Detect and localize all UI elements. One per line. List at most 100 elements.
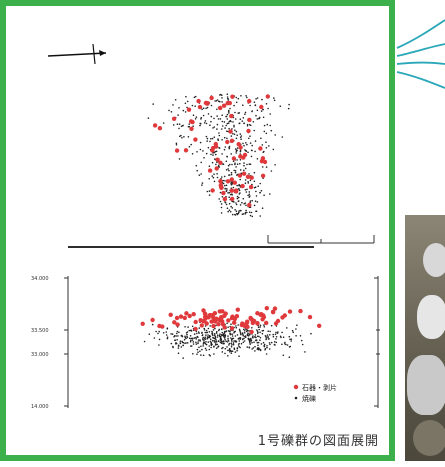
section-burnt-stone-point — [269, 330, 271, 333]
section-stone-tool-point — [222, 313, 227, 318]
section-burnt-stone-point — [235, 326, 238, 329]
section-burnt-stone-point — [291, 329, 294, 332]
section-burnt-stone-point — [205, 349, 208, 351]
plan-stone-tool-point — [197, 104, 203, 110]
plan-stone-tool-point — [249, 175, 254, 180]
plan-burnt-stone-point — [248, 163, 251, 165]
plan-burnt-stone-point — [246, 188, 248, 191]
section-burnt-stone-point — [236, 349, 238, 352]
plan-burnt-stone-point — [168, 109, 170, 112]
section-burnt-stone-point — [177, 335, 179, 337]
section-burnt-stone-point — [182, 357, 184, 359]
plan-burnt-stone-point — [227, 192, 229, 194]
plan-burnt-stone-point — [244, 179, 247, 181]
plan-burnt-stone-point — [239, 149, 242, 152]
plan-stone-tool-point — [225, 139, 230, 145]
section-burnt-stone-point — [240, 333, 242, 336]
section-burnt-stone-point — [162, 332, 165, 334]
plan-burnt-stone-point — [241, 120, 244, 122]
plan-burnt-stone-point — [230, 153, 232, 155]
plan-burnt-stone-point — [243, 164, 245, 167]
elevation-axis-right — [374, 276, 380, 408]
plan-stone-tool-point — [228, 129, 233, 134]
section-stone-tool-point — [174, 315, 180, 321]
section-stone-tool-point — [232, 320, 237, 325]
plan-burnt-stone-point — [186, 100, 189, 103]
plan-stone-tool-point — [232, 180, 237, 185]
plan-burnt-stone-point — [236, 134, 238, 136]
plan-burnt-stone-point — [233, 201, 235, 203]
plan-burnt-stone-point — [210, 115, 213, 118]
section-burnt-stone-point — [220, 340, 223, 342]
section-burnt-stone-point — [243, 331, 246, 334]
legend-label-burnt-stones: 焼礫 — [302, 394, 316, 403]
plan-burnt-stone-point — [248, 137, 250, 140]
plan-stone-tool-point — [222, 196, 228, 202]
plan-stone-tool-point — [240, 183, 245, 189]
section-burnt-stone-point — [182, 344, 184, 347]
plan-burnt-stone-point — [225, 160, 228, 163]
section-burnt-stone-point — [260, 343, 263, 345]
section-burnt-stone-point — [179, 340, 182, 343]
section-stone-tool-point — [226, 318, 231, 323]
section-burnt-stone-point — [214, 341, 217, 343]
plan-burnt-stone-point — [226, 93, 229, 95]
plan-stone-tool-point — [218, 105, 223, 111]
section-burnt-stone-point — [213, 333, 216, 335]
plan-burnt-stone-point — [231, 163, 233, 166]
section-burnt-stone-point — [190, 345, 192, 347]
plan-burnt-stone-point — [192, 114, 195, 116]
section-burnt-stone-point — [202, 343, 205, 345]
section-burnt-stone-point — [263, 344, 266, 347]
plan-burnt-stone-point — [246, 211, 248, 214]
plan-burnt-stone-point — [267, 107, 269, 110]
section-burnt-stone-point — [267, 338, 270, 340]
plan-burnt-stone-point — [224, 184, 226, 187]
section-burnt-stone-point — [249, 343, 251, 345]
section-burnt-stone-point — [224, 347, 227, 350]
plan-burnt-stone-point — [260, 189, 263, 192]
section-stone-tool-point — [298, 308, 303, 314]
plan-burnt-stone-point — [235, 101, 238, 104]
section-burnt-stone-point — [257, 326, 260, 329]
section-burnt-stone-point — [229, 351, 231, 353]
plan-burnt-stone-point — [191, 153, 194, 155]
plan-burnt-stone-point — [210, 104, 213, 107]
section-burnt-stone-point — [181, 335, 184, 338]
plan-burnt-stone-point — [253, 204, 256, 207]
plan-burnt-stone-point — [255, 195, 258, 197]
section-burnt-stone-point — [236, 334, 239, 336]
plan-stone-tool-point — [230, 196, 235, 202]
section-burnt-stone-point — [220, 334, 223, 336]
section-burnt-stone-point — [288, 346, 291, 348]
plan-burnt-stone-point — [233, 169, 235, 172]
plan-stone-tool-point — [247, 202, 252, 208]
plan-stone-tool-point — [247, 99, 252, 104]
plan-burnt-stone-point — [216, 173, 218, 175]
plan-burnt-stone-point — [248, 211, 251, 213]
plan-stone-tool-point — [260, 156, 266, 161]
section-burnt-stone-point — [208, 335, 210, 338]
section-burnt-stone-point — [151, 323, 154, 326]
section-burnt-stone-point — [205, 341, 207, 343]
plan-burnt-stone-point — [263, 124, 266, 127]
section-stone-tool-point — [222, 325, 227, 330]
section-burnt-stone-point — [187, 326, 189, 328]
plan-burnt-stone-point — [265, 141, 267, 143]
plan-burnt-stone-point — [234, 213, 236, 216]
section-stone-tool-point — [210, 312, 215, 318]
plan-stone-tool-point — [229, 138, 235, 143]
plan-burnt-stone-point — [172, 124, 175, 126]
section-burnt-stone-point — [188, 337, 191, 340]
section-burnt-stone-point — [231, 335, 234, 337]
section-stone-tool-point — [255, 321, 260, 326]
section-burnt-stone-point — [216, 343, 219, 346]
plan-burnt-stone-point — [245, 209, 247, 212]
section-burnt-stone-point — [224, 352, 226, 355]
section-stone-tool-point — [178, 314, 184, 319]
section-burnt-stone-point — [219, 341, 222, 344]
section-burnt-stone-point — [209, 325, 211, 327]
section-burnt-stone-point — [233, 340, 235, 342]
section-stone-tool-point — [202, 311, 208, 316]
section-burnt-stone-point — [176, 332, 178, 335]
